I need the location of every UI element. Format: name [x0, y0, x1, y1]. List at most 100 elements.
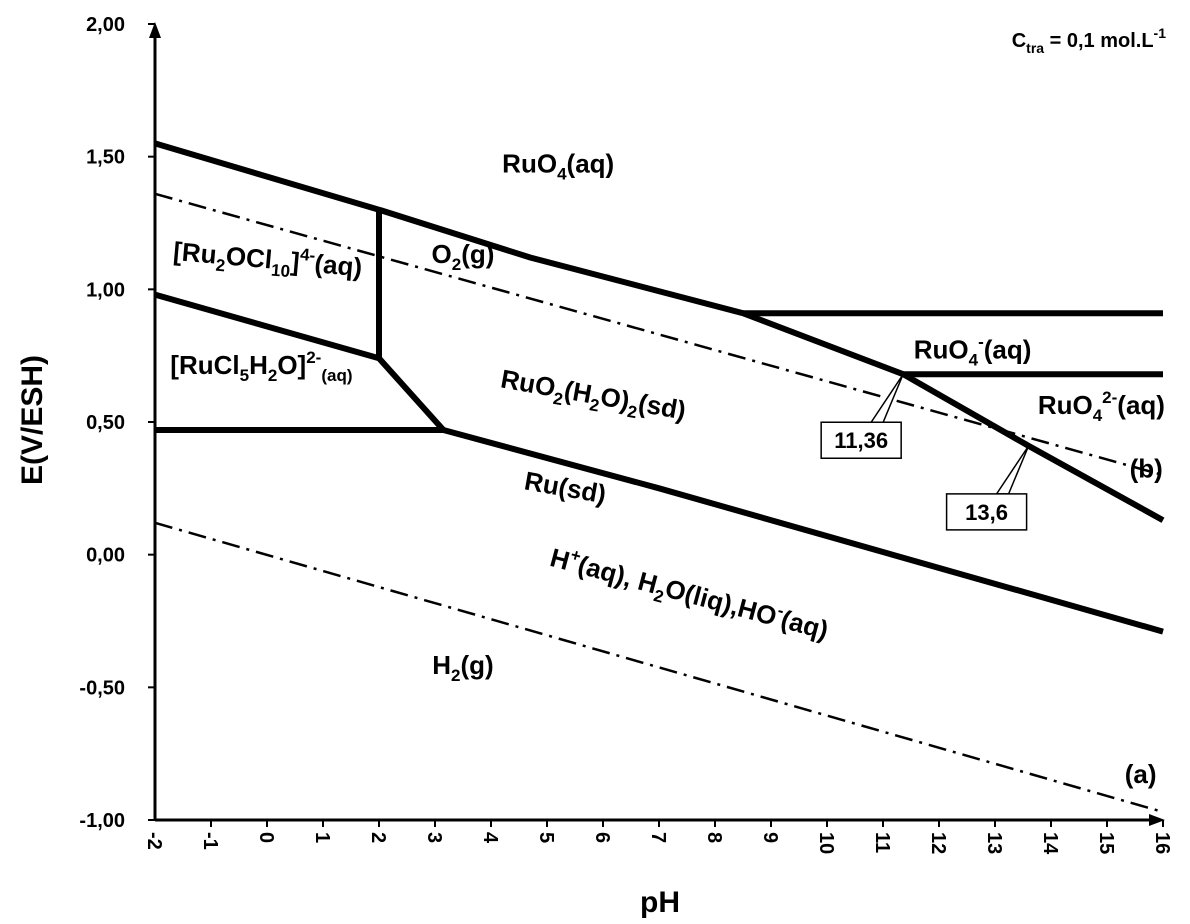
x-tick-label: 15	[1095, 832, 1117, 854]
region-label-1: O2(g)	[432, 239, 495, 274]
label-part: (g)	[461, 239, 494, 269]
label-part: [RuCl	[170, 350, 239, 380]
x-tick-label: 12	[927, 832, 949, 854]
x-tick-label: 6	[591, 832, 613, 843]
label-part: (H	[562, 375, 594, 409]
x-tick-label: 3	[423, 832, 445, 843]
label-part: RuO	[1038, 390, 1093, 420]
concentration-note-part: -1	[1154, 25, 1167, 41]
x-tick-label: 1	[311, 832, 333, 843]
label-part: 4	[557, 165, 567, 184]
label-part: O	[432, 239, 452, 269]
region-label-3: [RuCl5H2O]2-(aq)	[170, 348, 352, 385]
concentration-note-part: = 0,1 mol.L	[1044, 30, 1153, 52]
label-part: 4	[1093, 406, 1103, 425]
label-part: 2	[626, 402, 639, 422]
label-part: 2	[588, 395, 601, 415]
y-tick-label: -0,50	[79, 677, 125, 699]
label-part: RuO	[914, 334, 969, 364]
x-tick-label: 0	[255, 832, 277, 843]
y-tick-label: 2,00	[86, 14, 125, 36]
y-tick-label: 1,00	[86, 279, 125, 301]
x-tick-label: 5	[535, 832, 557, 843]
callout-pointer-0	[869, 373, 904, 423]
concentration-note-part: C	[1012, 30, 1026, 52]
label-part: 2	[215, 256, 226, 276]
label-part: ]	[290, 246, 301, 277]
label-part: (aq)	[567, 149, 615, 179]
x-tick-label: 2	[367, 832, 389, 843]
label-part: 2	[452, 255, 461, 274]
x-tick-label: 10	[815, 832, 837, 854]
x-tick-label: 13	[983, 832, 1005, 854]
label-part: 10	[270, 261, 291, 282]
label-part: O]	[277, 350, 306, 380]
label-part: 2	[552, 389, 565, 409]
label-part: 2	[268, 366, 277, 385]
y-axis-title: E(V/ESH)	[16, 355, 49, 485]
label-part: O)	[598, 381, 632, 416]
label-part: 2-	[306, 348, 321, 367]
tick-labels: -2 -1 0 1 2 3 4 5 6 7 8 9 10 11 12 13 14 15 16-1,00-0,500,…	[79, 14, 1173, 855]
callout-box-1	[945, 493, 1028, 531]
x-axis-arrow	[1149, 814, 1165, 826]
region-label-2: [Ru2OCl10]4-(aq)	[172, 234, 364, 287]
label-part: H	[249, 350, 268, 380]
label-part: (aq)	[313, 248, 363, 282]
series-line-0	[154, 140, 1165, 523]
x-tick-label: 9	[759, 832, 781, 843]
callout-box-0	[820, 421, 902, 459]
label-part: (sd)	[636, 388, 688, 426]
callouts: 11,36 13,6	[820, 373, 1030, 531]
label-part: -	[978, 332, 984, 351]
x-tick-label: 8	[703, 832, 725, 843]
label-part: (g)	[461, 650, 494, 680]
y-tick-label: -1,00	[79, 810, 125, 832]
label-part: 4	[969, 350, 979, 369]
label-part: 2-	[1102, 388, 1117, 407]
y-tick-label: 0,00	[86, 545, 125, 567]
label-part: RuO	[499, 364, 558, 403]
x-tick-label: -2	[143, 832, 165, 850]
label-part: (b)	[1130, 454, 1163, 484]
region-label-9: RuO42-(aq)	[1038, 388, 1165, 425]
region-label-4: RuO2(H2O)2(sd)	[498, 364, 689, 431]
y-tick-label: 1,50	[86, 147, 125, 169]
series-line-6	[442, 427, 1164, 635]
label-part: (a)	[1125, 759, 1157, 789]
label-part: O(liq),HO	[662, 573, 780, 632]
region-label-0: RuO4(aq)	[502, 149, 614, 184]
axes	[148, 22, 1165, 827]
label-part: 2	[451, 666, 460, 685]
callout-label-0: 11,36	[834, 428, 888, 453]
x-tick-label: 14	[1039, 832, 1061, 855]
x-tick-label: 4	[479, 832, 501, 844]
series-line-4	[154, 291, 446, 433]
label-part: (aq)	[1117, 390, 1165, 420]
label-part: 5	[240, 366, 249, 385]
region-label-6: H+(aq), H2O(liq),HO-(aq)	[546, 540, 832, 650]
x-axis-title: pH	[640, 886, 680, 919]
label-part: (aq), H	[575, 550, 661, 600]
callout-pointer-1	[995, 445, 1030, 495]
label-part: OCl	[225, 241, 274, 275]
x-tick-label: 16	[1151, 832, 1173, 854]
label-part: H	[432, 650, 451, 680]
label-part: [Ru	[172, 236, 218, 270]
region-label-11: (a)	[1125, 759, 1157, 789]
concentration-note-part: tra	[1026, 40, 1044, 56]
region-label-10: (b)	[1130, 454, 1163, 484]
x-tick-label: 11	[871, 832, 893, 853]
series-line-8	[154, 521, 1164, 814]
callout-label-1: 13,6	[965, 500, 1008, 525]
y-tick-label: 0,50	[86, 412, 125, 434]
label-part: (aq)	[321, 366, 352, 385]
region-label-8: RuO4-(aq)	[914, 332, 1032, 369]
label-part: (aq)	[778, 604, 832, 645]
concentration-note: Ctra = 0,1 mol.L-1	[1012, 25, 1167, 56]
y-axis-arrow	[149, 22, 161, 38]
label-part: +	[569, 545, 584, 566]
label-part: RuO	[502, 149, 557, 179]
label-part: 4-	[299, 245, 316, 265]
